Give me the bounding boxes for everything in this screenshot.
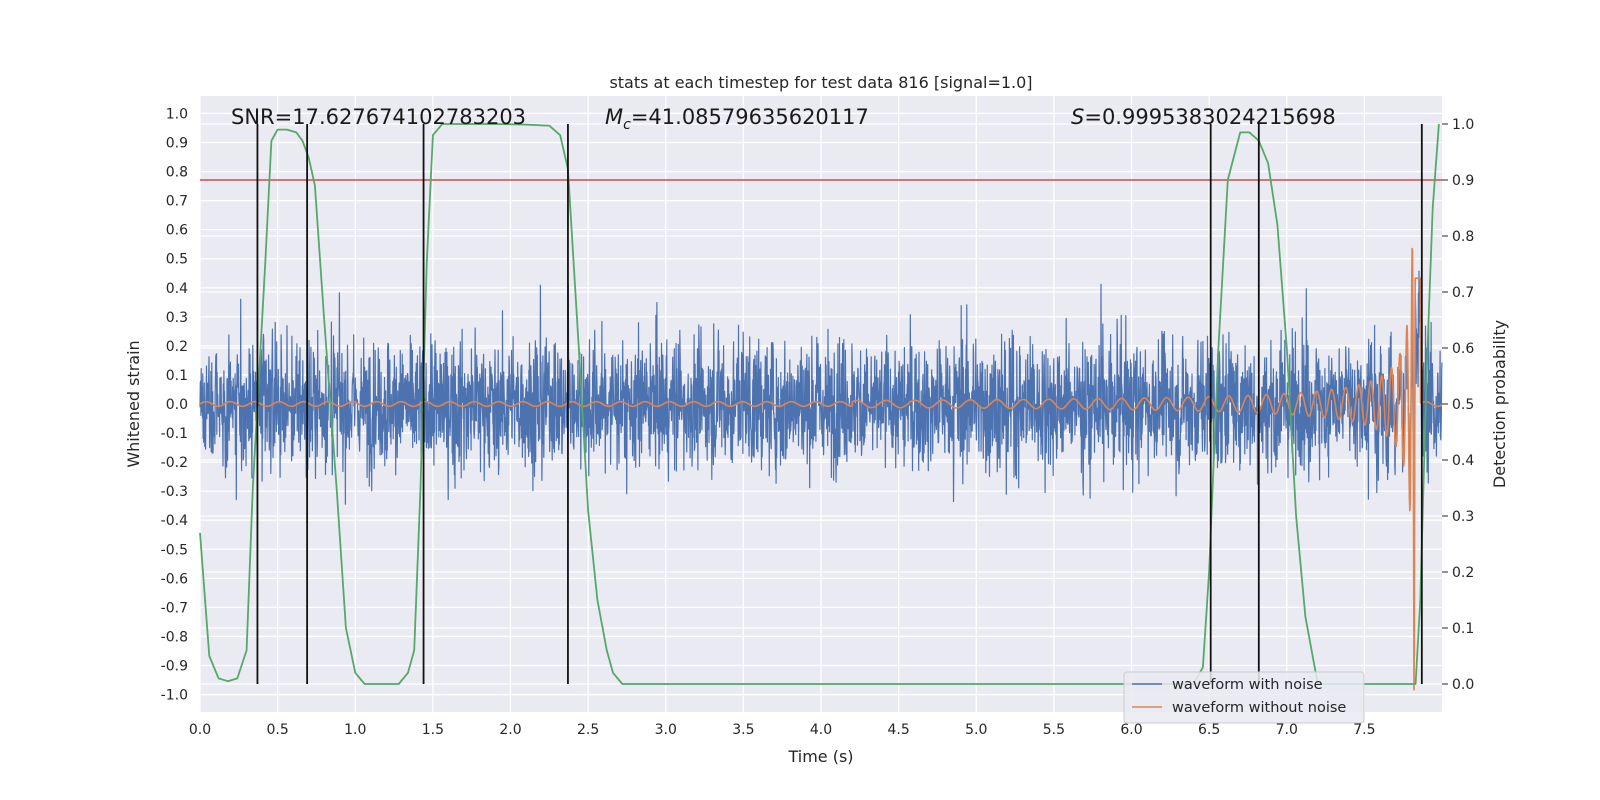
y2-tick-label: 0.2 [1452, 565, 1474, 581]
x-tick-label: 7.5 [1353, 722, 1375, 738]
y-tick-label: 0.7 [166, 194, 188, 210]
x-axis-label: Time (s) [787, 747, 853, 766]
y-tick-label: 0.5 [166, 252, 188, 268]
y2-tick-label: 0.9 [1452, 173, 1474, 189]
y-tick-label: 0.0 [166, 397, 188, 413]
legend-label-noise: waveform with noise [1172, 677, 1323, 693]
y-axis-label: Whitened strain [124, 340, 143, 467]
y2-tick-label: 0.0 [1452, 677, 1474, 693]
x-tick-label: 4.0 [810, 722, 832, 738]
x-tick-label: 5.0 [965, 722, 987, 738]
x-tick-label: 6.0 [1120, 722, 1142, 738]
x-tick-label: 6.5 [1198, 722, 1220, 738]
y-tick-label: 0.8 [166, 165, 188, 181]
y2-tick-label: 0.6 [1452, 341, 1474, 357]
y2-tick-label: 0.7 [1452, 285, 1474, 301]
y-tick-label: -0.3 [161, 484, 188, 500]
legend: waveform with noise waveform without noi… [1123, 671, 1365, 724]
y2-tick-label: 0.5 [1452, 397, 1474, 413]
s-symbol: S [1071, 105, 1084, 129]
y2-tick-label: 1.0 [1452, 117, 1474, 133]
y-tick-label: 0.9 [166, 135, 188, 151]
series-detection-probability [199, 123, 1440, 685]
y2-tick-label: 0.8 [1452, 229, 1474, 245]
series-waveform-without-noise [199, 247, 1443, 691]
y-tick-label: -1.0 [161, 688, 188, 704]
detection-boundary-lines [256, 124, 1423, 684]
chirp-mass-symbol: M [605, 105, 623, 129]
s-annotation: S=0.9995383024215698 [1071, 105, 1336, 129]
y-tick-label: -0.1 [161, 426, 188, 442]
y-tick-label: 0.6 [166, 223, 188, 239]
x-tick-label: 2.0 [499, 722, 521, 738]
y-tick-label: -0.9 [161, 659, 188, 675]
y2-tick-label: 0.4 [1452, 453, 1474, 469]
x-tick-label: 1.0 [344, 722, 366, 738]
x-tick-label: 3.5 [732, 722, 754, 738]
y2-tick-label: 0.3 [1452, 509, 1474, 525]
y-tick-label: 0.3 [166, 310, 188, 326]
y-tick-label: -0.8 [161, 629, 188, 645]
x-tick-label: 5.5 [1043, 722, 1065, 738]
y-tick-label: -0.4 [161, 513, 188, 529]
x-tick-label: 3.0 [655, 722, 677, 738]
x-tick-label: 1.5 [422, 722, 444, 738]
y2-axis-ticks: 1.0 0.9 0.8 0.7 0.6 0.5 0.4 0.3 0.2 0.1 0.0 [1442, 117, 1474, 693]
y-tick-label: -0.7 [161, 600, 188, 616]
y2-tick-label: 0.1 [1452, 621, 1474, 637]
y-tick-label: 0.4 [166, 281, 188, 297]
waveform-without-noise-line [199, 247, 1443, 691]
x-tick-label: 2.5 [577, 722, 599, 738]
y-tick-label: 0.1 [166, 368, 188, 384]
detection-probability-line [199, 123, 1440, 685]
snr-annotation: SNR=17.627674102783203 [231, 105, 526, 129]
chart-title: stats at each timestep for test data 816… [609, 73, 1032, 92]
y-tick-label: 0.2 [166, 339, 188, 355]
y-tick-label: -0.5 [161, 542, 188, 558]
chirp-mass-annotation: Mc=41.08579635620117 [605, 105, 869, 133]
y-tick-label: -0.6 [161, 571, 188, 587]
chirp-mass-subscript: c [623, 117, 631, 133]
x-tick-label: 7.0 [1276, 722, 1298, 738]
legend-label-clean: waveform without noise [1172, 700, 1346, 716]
y-tick-label: 1.0 [166, 106, 188, 122]
legend-box [1123, 671, 1365, 724]
y2-axis-label: Detection probability [1490, 320, 1509, 488]
s-value: =0.9995383024215698 [1084, 105, 1335, 129]
y-axis-ticks: 1.0 0.9 0.8 0.7 0.6 0.5 0.4 0.3 0.2 0.1 0.0 -0.1 -0.… [161, 106, 188, 703]
chirp-mass-value: =41.08579635620117 [631, 105, 869, 129]
x-tick-label: 4.5 [887, 722, 909, 738]
y-tick-label: -0.2 [161, 455, 188, 471]
x-tick-label: 0.0 [189, 722, 211, 738]
x-tick-label: 0.5 [266, 722, 288, 738]
x-axis-ticks: 0.0 0.5 1.0 1.5 2.0 2.5 3.0 3.5 4.0 4.5 5.0 5.5 6.0 6… [189, 722, 1376, 738]
